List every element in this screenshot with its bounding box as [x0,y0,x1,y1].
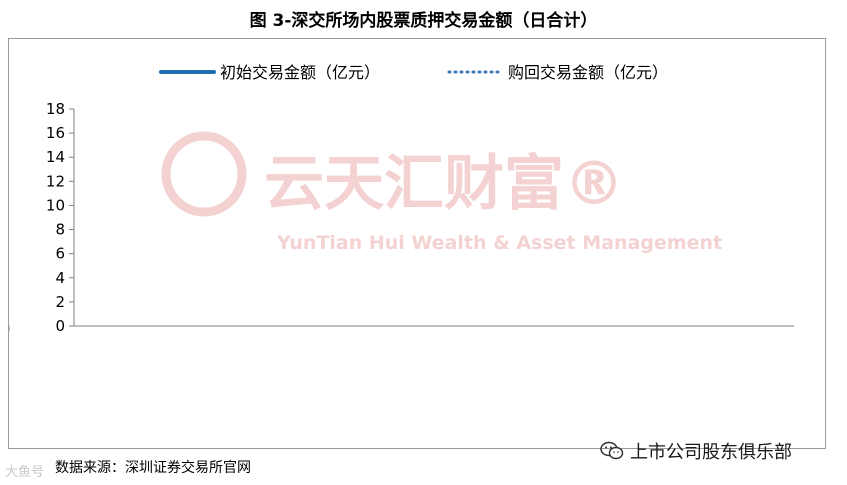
y-tick-label: 0 [55,317,65,335]
legend-label-2: 购回交易金额（亿元） [508,63,668,82]
y-axis-ticks: 0 2 4 6 8 10 12 14 16 18 [46,100,74,335]
chart-title: 图 3-深交所场内股票质押交易金额（日合计） [249,11,598,31]
y-tick-label: 14 [46,148,65,166]
watermark-main-text: 云天汇财富® [264,149,624,219]
bottom-watermark: 大鱼号 [5,465,45,480]
watermark-logo: 云天汇财富® YunTian Hui Wealth & Asset Managem… [161,131,722,254]
chart-legend: 初始交易金额（亿元） 购回交易金额（亿元） [159,63,668,82]
y-tick-label: 16 [46,124,65,142]
y-tick-label: 10 [46,196,65,214]
data-source-note: 数据来源：深圳证券交易所官网 [55,460,251,476]
wechat-account-name: 上市公司股东俱乐部 [630,442,792,463]
wechat-account-label: 上市公司股东俱乐部 [600,438,792,464]
chart-frame: 云天汇财富® YunTian Hui Wealth & Asset Managem… [8,38,826,449]
y-tick-label: 18 [46,100,65,118]
legend-label-1: 初始交易金额（亿元） [220,63,380,82]
y-tick-label: 8 [55,221,65,239]
y-tick-label: 6 [55,245,65,263]
line-chart: 云天汇财富® YunTian Hui Wealth & Asset Managem… [9,39,794,335]
y-tick-label: 2 [55,293,65,311]
chart-axes [73,109,794,327]
y-tick-label: 12 [46,172,65,190]
watermark-sub-text: YunTian Hui Wealth & Asset Management [276,232,722,254]
watermark-emblem [161,131,247,217]
wechat-icon [600,441,624,460]
y-tick-label: 4 [55,269,65,287]
